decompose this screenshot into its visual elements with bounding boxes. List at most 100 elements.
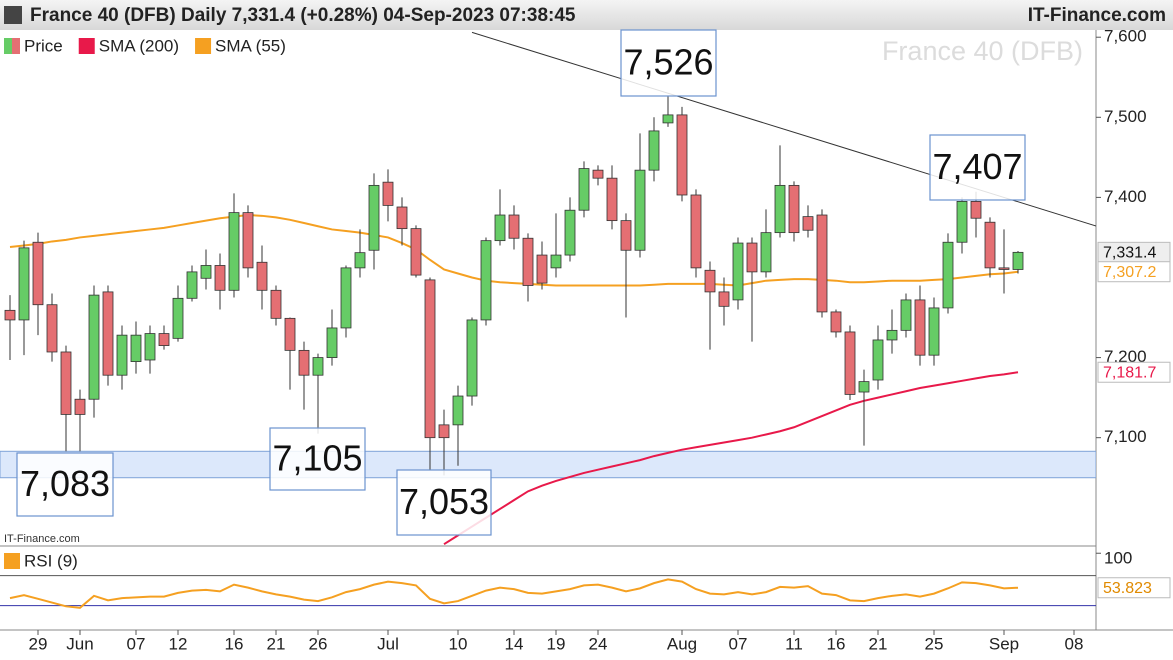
plot-area — [0, 31, 1096, 546]
candle-body — [228, 212, 240, 291]
y-tick-label: 7,400 — [1104, 187, 1147, 206]
candle-body — [746, 242, 758, 273]
x-tick-label: 29 — [29, 634, 48, 653]
y-tick-label: 100 — [1104, 549, 1132, 568]
candle-body — [928, 307, 940, 356]
legend-swatch — [4, 38, 12, 54]
annotation-label: 7,083 — [20, 463, 110, 504]
candle-body — [494, 214, 506, 242]
candle-body — [382, 181, 394, 206]
candle-body — [634, 169, 646, 251]
watermark: France 40 (DFB) — [882, 36, 1083, 66]
credit: IT-Finance.com — [4, 533, 80, 545]
candle-body — [872, 339, 884, 381]
legend-swatch — [195, 38, 212, 54]
last-value-label: 7,181.7 — [1103, 364, 1156, 381]
x-tick-label: 12 — [169, 634, 188, 653]
last-value-label: 7,307.2 — [1103, 264, 1156, 281]
candle-body — [354, 252, 366, 269]
annotation-label: 7,407 — [932, 146, 1022, 187]
legend-swatch — [12, 38, 20, 54]
candle-body — [116, 334, 128, 376]
candle-body — [172, 297, 184, 339]
candle-body — [536, 254, 548, 284]
candle-body — [284, 317, 296, 351]
candle-body — [158, 333, 170, 346]
legend-label: RSI (9) — [24, 551, 78, 570]
legend-swatch — [78, 38, 95, 54]
candle-body — [18, 247, 30, 321]
header-bar — [0, 0, 1173, 30]
x-tick-label: 07 — [729, 634, 748, 653]
y-tick-label: 7,100 — [1104, 427, 1147, 446]
candle-body — [368, 184, 380, 251]
x-tick-label: 16 — [225, 634, 244, 653]
annotation-box — [269, 427, 366, 491]
candle-body — [466, 319, 478, 397]
candle-body — [88, 294, 100, 400]
x-tick-label: 25 — [925, 634, 944, 653]
candle-body — [452, 395, 464, 426]
candle-body — [60, 351, 72, 415]
candle-body — [396, 206, 408, 230]
candle-body — [998, 267, 1010, 270]
candle-body — [46, 304, 58, 353]
candle-body — [508, 214, 520, 239]
candle-body — [914, 299, 926, 356]
candle-body — [480, 240, 492, 321]
x-tick-label: Sep — [989, 634, 1019, 653]
candle-body — [424, 279, 436, 439]
x-tick-label: 07 — [127, 634, 146, 653]
candle-body — [564, 209, 576, 256]
sma-line — [9, 214, 1019, 287]
candle-body — [774, 184, 786, 234]
candle-body — [718, 291, 730, 307]
last-value-label: 53.823 — [1103, 580, 1152, 597]
logo-icon — [4, 6, 22, 24]
x-tick-label: 19 — [547, 634, 566, 653]
candle-body — [410, 228, 422, 276]
annotation-box — [620, 29, 717, 97]
x-tick-label: 24 — [589, 634, 608, 653]
annotation-label: 7,526 — [623, 42, 713, 83]
candle-body — [256, 261, 268, 291]
candle-body — [186, 271, 198, 299]
header-source: IT-Finance.com — [1028, 5, 1166, 26]
legend-label: SMA (200) — [99, 36, 179, 55]
last-value-box — [1097, 261, 1171, 283]
annotation-box — [16, 452, 114, 517]
candle-body — [4, 309, 16, 321]
candle-body — [732, 242, 744, 301]
candle-body — [550, 254, 562, 269]
support-zone — [0, 450, 1096, 479]
last-value-box — [1097, 361, 1171, 383]
candle-body — [690, 194, 702, 269]
last-value-box — [1097, 577, 1171, 599]
y-tick-label: 7,500 — [1104, 107, 1147, 126]
x-tick-label: Jul — [377, 634, 399, 653]
candle-body — [942, 241, 954, 309]
candle-body — [144, 333, 156, 361]
y-tick-label: 7,600 — [1104, 27, 1147, 46]
x-tick-label: 21 — [869, 634, 888, 653]
legend-label: Price — [24, 36, 63, 55]
candle-body — [984, 221, 996, 269]
last-value-label: 7,331.4 — [1103, 245, 1156, 262]
x-tick-label: Aug — [667, 634, 697, 653]
x-tick-label: 10 — [449, 634, 468, 653]
candle-body — [298, 349, 310, 376]
header-title: France 40 (DFB) Daily 7,331.4 (+0.28%) 0… — [30, 5, 576, 26]
y-tick-label: 7,200 — [1104, 347, 1147, 366]
candle-body — [312, 357, 324, 376]
candle-body — [648, 130, 660, 171]
candle-body — [340, 267, 352, 329]
candle-body — [956, 200, 968, 243]
candle-body — [578, 168, 590, 211]
rsi-line — [9, 578, 1019, 609]
x-tick-label: 16 — [827, 634, 846, 653]
candle-body — [676, 114, 688, 196]
candle-body — [662, 114, 674, 124]
candle-body — [760, 232, 772, 273]
candle-body — [214, 265, 226, 291]
